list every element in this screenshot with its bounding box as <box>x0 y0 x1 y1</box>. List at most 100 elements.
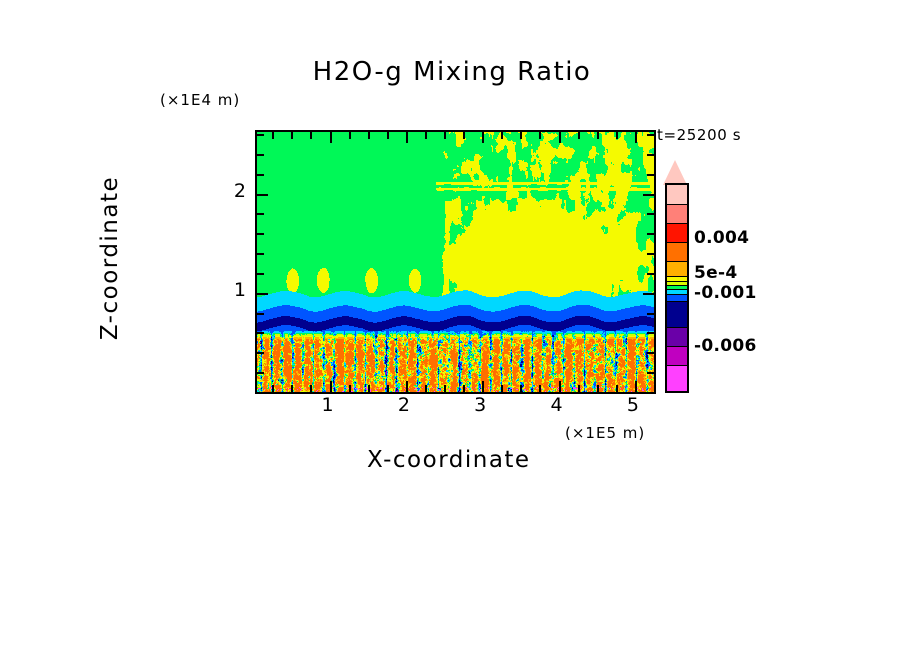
x-axis-title: X-coordinate <box>367 447 531 473</box>
colorbar-ticklabel: 5e-4 <box>694 263 738 283</box>
colorbar-ticklabel: -0.006 <box>694 336 757 356</box>
heatmap-field <box>257 132 654 392</box>
y-axis-tick <box>257 313 264 315</box>
y-axis-ticklabel: 1 <box>233 278 246 301</box>
x-axis-tick <box>482 381 484 392</box>
x-axis-tick <box>463 385 465 392</box>
x-axis-tick <box>406 381 408 392</box>
y-axis-tick-right <box>647 332 654 334</box>
y-axis-tick <box>257 332 264 334</box>
x-axis-tick-top <box>368 132 370 139</box>
colorbar-band <box>667 260 687 277</box>
x-axis-tick <box>387 385 389 392</box>
x-axis-ticklabel: 3 <box>474 394 487 416</box>
x-axis-tick <box>330 381 332 392</box>
y-axis-tick <box>257 273 264 275</box>
x-axis-tick <box>539 385 541 392</box>
y-axis-tick-right <box>643 194 654 196</box>
colorbar-band <box>667 346 687 366</box>
y-axis-tick-right <box>647 134 654 136</box>
y-axis-tick-right <box>647 273 654 275</box>
x-axis-tick-top <box>559 132 561 143</box>
y-axis-tick-right <box>647 233 654 235</box>
x-axis-tick <box>520 385 522 392</box>
y-axis-tick <box>257 174 264 176</box>
x-axis-tick-top <box>406 132 408 143</box>
colorbar-band <box>667 185 687 204</box>
x-axis-tick-top <box>349 132 351 139</box>
y-axis-tick <box>257 253 264 255</box>
y-axis-tick <box>257 194 268 196</box>
colorbar-ticklabel: 0.004 <box>694 228 750 248</box>
x-axis-tick <box>578 385 580 392</box>
timestamp-annotation: t=25200 s <box>657 126 742 144</box>
colorbar-band <box>667 365 687 391</box>
x-axis-tick-top <box>520 132 522 139</box>
x-axis-tick-top <box>482 132 484 143</box>
y-axis-tick <box>257 293 268 295</box>
x-axis-ticklabel: 1 <box>321 394 334 416</box>
y-axis-tick <box>257 233 264 235</box>
x-axis-tick <box>559 381 561 392</box>
colorbar-band <box>667 289 687 294</box>
x-axis-tick-top <box>387 132 389 139</box>
x-axis-tick-top <box>597 132 599 139</box>
x-axis-ticklabel: 5 <box>626 394 639 416</box>
x-axis-tick-top <box>616 132 618 139</box>
y-axis-tick <box>257 352 264 354</box>
x-axis-tick <box>616 385 618 392</box>
colorbar-band <box>667 293 687 302</box>
y-axis-tick <box>257 154 264 156</box>
y-axis-tick-right <box>647 313 654 315</box>
x-axis-tick-top <box>539 132 541 139</box>
y-axis-tick-right <box>647 154 654 156</box>
plot-area <box>255 130 656 394</box>
x-axis-tick-top <box>330 132 332 143</box>
colorbar-band <box>667 301 687 328</box>
x-axis-units-label: (×1E5 m) <box>565 424 646 442</box>
x-axis-tick-top <box>425 132 427 139</box>
y-axis-tick-right <box>647 174 654 176</box>
colorbar-band <box>667 280 687 285</box>
x-axis-tick <box>291 385 293 392</box>
colorbar-band <box>667 241 687 261</box>
x-axis-tick <box>501 385 503 392</box>
colorbar-band <box>667 222 687 242</box>
y-axis-ticklabel: 2 <box>233 179 246 202</box>
page-title: H2O-g Mixing Ratio <box>312 57 592 87</box>
x-axis-ticklabel: 2 <box>397 394 410 416</box>
y-axis-tick <box>257 134 264 136</box>
colorbar-band <box>667 285 687 290</box>
x-axis-tick-top <box>635 132 637 143</box>
x-axis-tick-top <box>578 132 580 139</box>
x-axis-tick <box>597 385 599 392</box>
x-axis-ticklabel: 4 <box>550 394 563 416</box>
x-axis-tick-top <box>444 132 446 139</box>
x-axis-tick <box>635 381 637 392</box>
colorbar-band <box>667 327 687 347</box>
y-axis-tick <box>257 213 264 215</box>
colorbar-band <box>667 276 687 281</box>
x-axis-tick <box>310 385 312 392</box>
x-axis-tick <box>425 385 427 392</box>
x-axis-tick <box>444 385 446 392</box>
y-axis-tick-right <box>647 213 654 215</box>
y-axis-tick <box>257 372 264 374</box>
x-axis-tick-top <box>501 132 503 139</box>
colorbar-arrow-icon <box>663 160 687 185</box>
y-axis-tick-right <box>647 352 654 354</box>
x-axis-tick-top <box>463 132 465 139</box>
y-axis-tick-right <box>643 293 654 295</box>
x-axis-tick <box>349 385 351 392</box>
colorbar <box>665 183 689 393</box>
y-axis-units-label: (×1E4 m) <box>160 91 241 109</box>
colorbar-ticklabel: -0.001 <box>694 283 757 303</box>
y-axis-title: Z-coordinate <box>97 175 123 341</box>
x-axis-tick <box>272 385 274 392</box>
x-axis-tick-top <box>310 132 312 139</box>
x-axis-tick <box>368 385 370 392</box>
x-axis-tick-top <box>272 132 274 139</box>
y-axis-tick-right <box>647 253 654 255</box>
colorbar-band <box>667 203 687 223</box>
